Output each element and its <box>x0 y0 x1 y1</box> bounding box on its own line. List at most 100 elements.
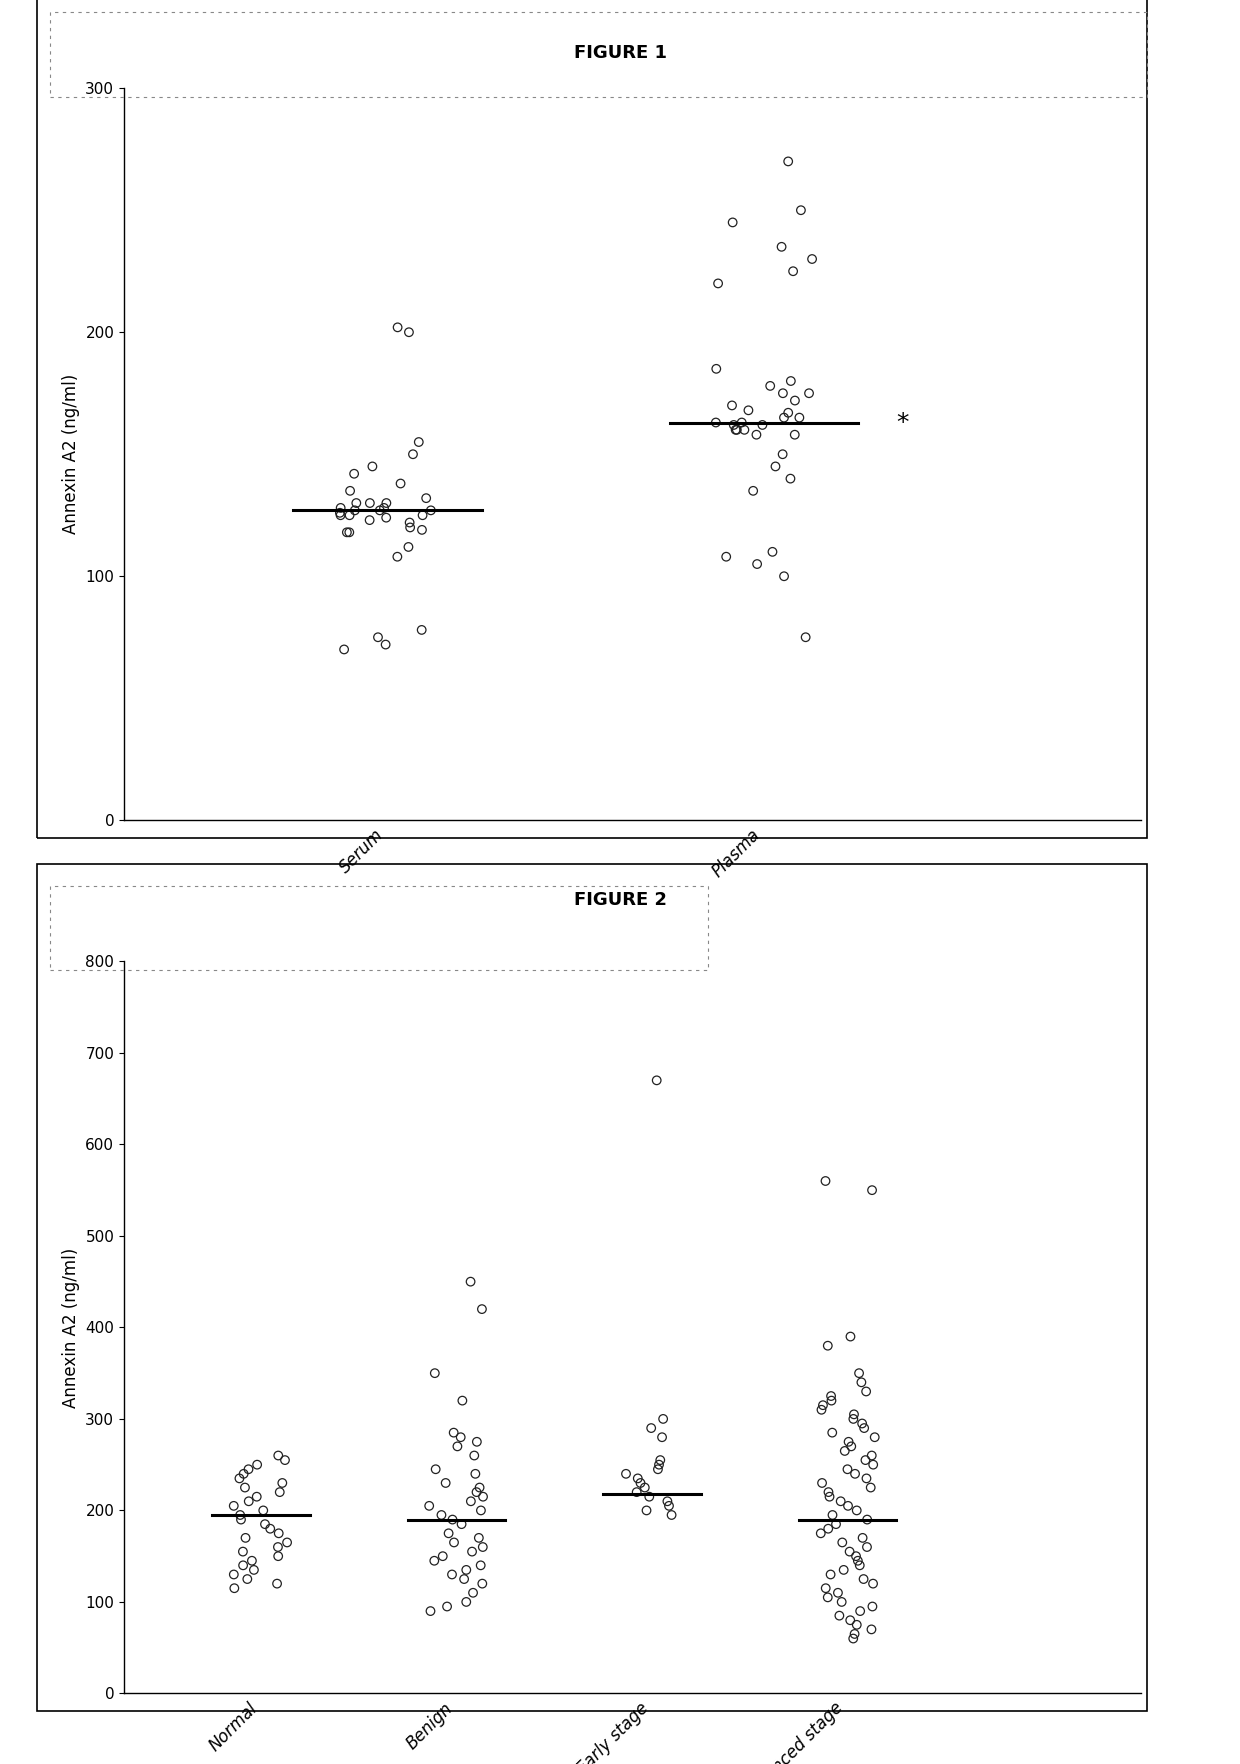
Point <box>444 1418 464 1446</box>
Point <box>255 1510 275 1538</box>
Point <box>464 1441 484 1469</box>
Point <box>399 508 419 536</box>
Point <box>470 1473 490 1501</box>
Point <box>799 379 818 407</box>
Point <box>832 1588 852 1616</box>
Point <box>828 1579 848 1607</box>
Point <box>812 1469 832 1498</box>
Point <box>268 1542 288 1570</box>
Point <box>818 1584 838 1612</box>
Point <box>273 1469 293 1498</box>
Point <box>224 1561 244 1589</box>
Point <box>837 1455 857 1484</box>
Point <box>841 1605 861 1633</box>
Point <box>439 1519 459 1547</box>
Y-axis label: Annexin A2 (ng/ml): Annexin A2 (ng/ml) <box>62 1247 79 1408</box>
Point <box>818 1478 838 1506</box>
Point <box>270 1478 290 1506</box>
Text: FIGURE 2: FIGURE 2 <box>573 891 667 908</box>
Point <box>843 1625 863 1653</box>
Point <box>466 1478 486 1506</box>
Point <box>832 1528 852 1556</box>
Point <box>657 1487 677 1515</box>
Point <box>268 1441 288 1469</box>
Point <box>816 1573 836 1602</box>
Point <box>331 501 351 529</box>
Point <box>820 1482 839 1510</box>
Point <box>724 411 744 439</box>
Point <box>469 1524 489 1552</box>
Point <box>360 506 379 534</box>
Point <box>856 1446 875 1475</box>
Point <box>660 1492 680 1521</box>
Point <box>822 1387 842 1415</box>
Point <box>796 623 816 651</box>
Point <box>653 1404 673 1432</box>
Point <box>412 515 432 543</box>
Point <box>331 494 351 522</box>
Point <box>376 503 396 531</box>
Point <box>706 409 725 437</box>
Point <box>409 429 429 457</box>
Point <box>242 1547 262 1575</box>
Point <box>863 1450 883 1478</box>
Point <box>233 1461 253 1489</box>
Point <box>842 1432 862 1461</box>
Point <box>616 1461 636 1489</box>
Point <box>844 1401 864 1429</box>
Point <box>398 533 418 561</box>
Point <box>821 1561 841 1589</box>
Point <box>784 258 804 286</box>
Point <box>463 1538 482 1566</box>
Point <box>771 233 791 261</box>
Point <box>826 1510 846 1538</box>
Point <box>636 1496 656 1524</box>
Point <box>822 1418 842 1446</box>
Point <box>821 1381 841 1409</box>
Point <box>843 1404 863 1432</box>
Point <box>454 1565 474 1593</box>
Point <box>346 489 366 517</box>
Point <box>229 1464 249 1492</box>
Point <box>851 1596 870 1625</box>
Point <box>278 1528 298 1556</box>
Point <box>425 1455 445 1484</box>
Y-axis label: Annexin A2 (ng/ml): Annexin A2 (ng/ml) <box>62 374 79 534</box>
Point <box>725 416 745 445</box>
Point <box>451 1424 471 1452</box>
Point <box>773 379 792 407</box>
Point <box>453 1387 472 1415</box>
Point <box>863 1593 883 1621</box>
Point <box>370 496 389 524</box>
Point <box>707 355 727 383</box>
Point <box>830 1602 849 1630</box>
Point <box>813 1392 833 1420</box>
Point <box>779 399 799 427</box>
Point <box>722 392 742 420</box>
Point <box>785 386 805 415</box>
Point <box>472 1295 492 1323</box>
Point <box>412 616 432 644</box>
Point <box>472 1570 492 1598</box>
Point <box>717 543 737 572</box>
Point <box>640 1482 660 1510</box>
Point <box>268 1533 288 1561</box>
Point <box>780 464 800 492</box>
Point <box>253 1496 273 1524</box>
Point <box>377 489 397 517</box>
Point <box>456 1588 476 1616</box>
Point <box>835 1438 854 1466</box>
Point <box>247 1482 267 1510</box>
Point <box>760 372 780 400</box>
Point <box>471 1551 491 1579</box>
Point <box>413 501 433 529</box>
Point <box>330 499 350 527</box>
Point <box>841 1323 861 1351</box>
Point <box>739 397 759 425</box>
Point <box>846 1542 866 1570</box>
Point <box>244 1556 264 1584</box>
Point <box>360 489 379 517</box>
Point <box>635 1473 655 1501</box>
Point <box>746 420 766 448</box>
Point <box>236 1524 255 1552</box>
